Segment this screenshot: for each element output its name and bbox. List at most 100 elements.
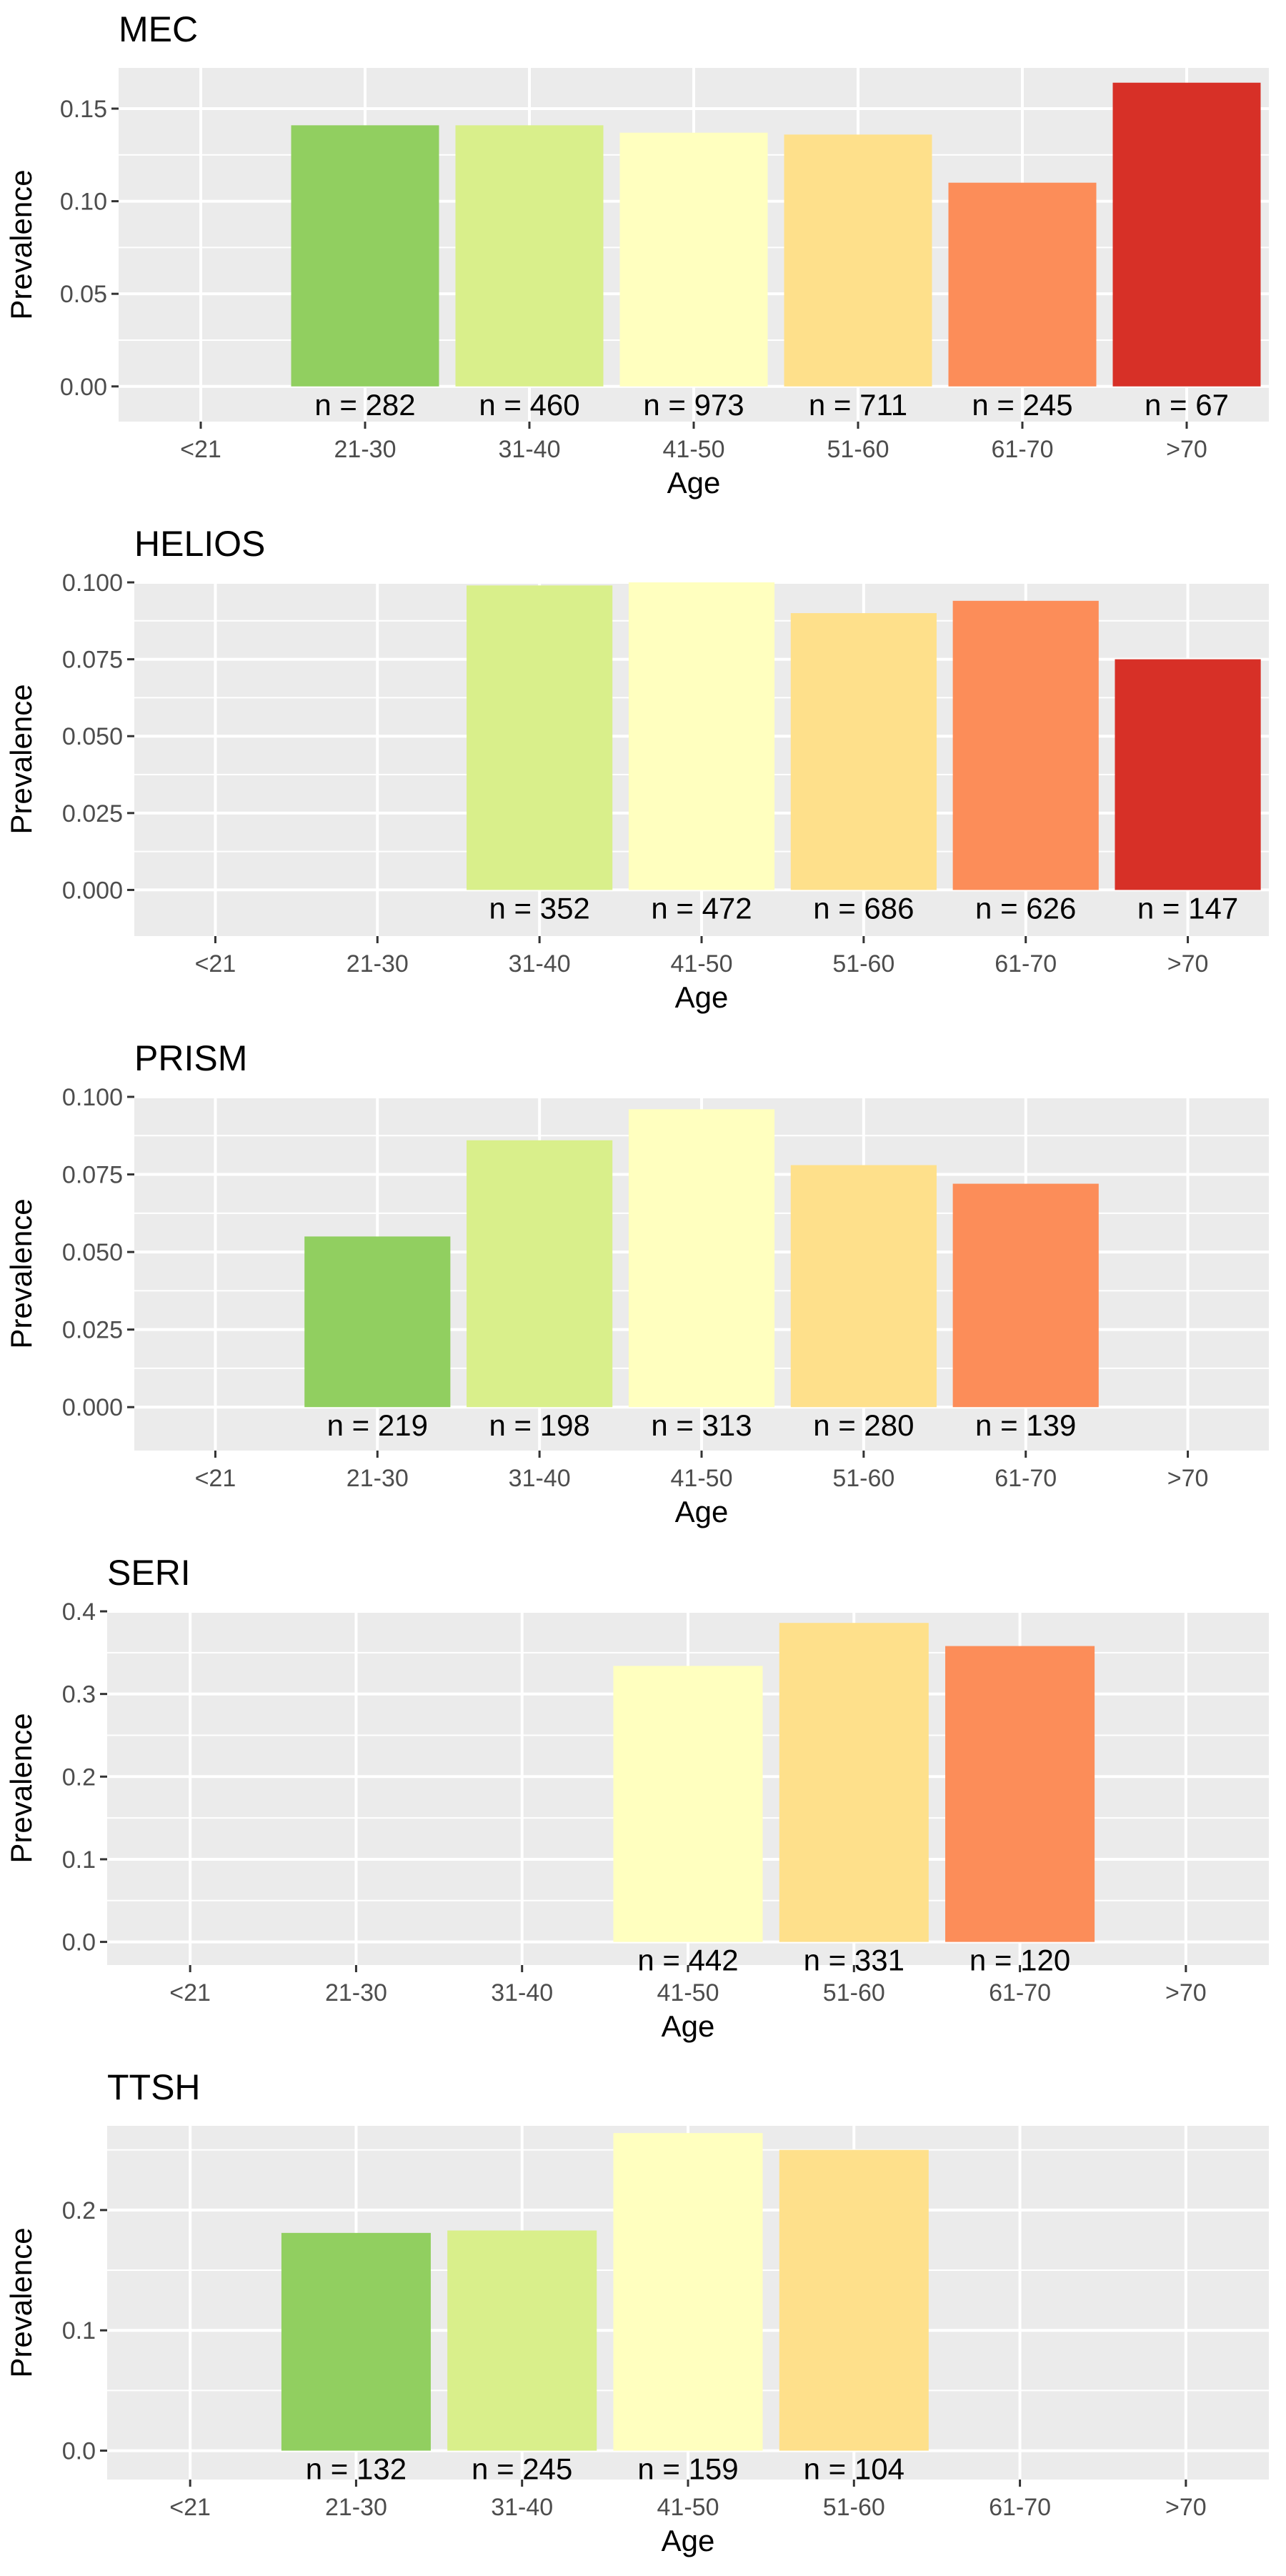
bar->70 bbox=[1115, 659, 1261, 890]
x-tick-label: >70 bbox=[1165, 2494, 1207, 2521]
x-axis-label: Age bbox=[662, 2524, 715, 2557]
x-tick-label: >70 bbox=[1167, 1465, 1209, 1492]
x-tick-label: 31-40 bbox=[509, 950, 571, 978]
bar-31-40 bbox=[447, 2230, 597, 2451]
x-tick-label: 41-50 bbox=[657, 1979, 719, 2006]
y-tick-label: 0.075 bbox=[62, 647, 123, 674]
chart-panel-helios: HELIOS 0.000 0.025 0.050 0.075 0.100 <21 21-30 3… bbox=[4, 524, 1269, 1014]
chart-panel-ttsh: TTSH 0.0 0.1 0.2 <21 21-30 31-40 41-50 51-60 61-7… bbox=[4, 2067, 1269, 2557]
x-tick-label: 51-60 bbox=[827, 436, 889, 463]
n-label: n = 132 bbox=[306, 2452, 407, 2486]
x-axis-label: Age bbox=[675, 1495, 729, 1528]
chart-title: TTSH bbox=[107, 2067, 201, 2107]
bar-51-60 bbox=[779, 2149, 929, 2451]
n-label: n = 472 bbox=[651, 891, 752, 925]
x-tick-label: 21-30 bbox=[325, 2494, 387, 2521]
y-tick-label: 0.0 bbox=[62, 1929, 96, 1956]
x-tick-label: >70 bbox=[1165, 1979, 1207, 2006]
y-tick-label: 0.1 bbox=[62, 2317, 96, 2344]
n-label: n = 120 bbox=[970, 1944, 1070, 1977]
x-tick-label: <21 bbox=[169, 1979, 211, 2006]
y-tick-label: 0.0 bbox=[62, 2438, 96, 2465]
x-axis-label: Age bbox=[662, 2009, 715, 2043]
bar-51-60 bbox=[784, 134, 932, 387]
x-tick-label: 41-50 bbox=[671, 950, 733, 978]
x-tick-label: 61-70 bbox=[992, 436, 1054, 463]
bar-61-70 bbox=[952, 1183, 1099, 1408]
x-tick-label: 21-30 bbox=[347, 1465, 409, 1492]
n-label: n = 352 bbox=[489, 891, 589, 925]
y-tick-label: 0.3 bbox=[62, 1681, 96, 1709]
n-label: n = 104 bbox=[804, 2452, 904, 2486]
x-tick-label: 41-50 bbox=[657, 2494, 719, 2521]
x-tick-label: 61-70 bbox=[995, 1465, 1057, 1492]
y-tick-label: 0.000 bbox=[62, 877, 123, 904]
y-tick-label: 0.2 bbox=[62, 1764, 96, 1791]
x-tick-label: 51-60 bbox=[823, 1979, 885, 2006]
x-tick-label: 41-50 bbox=[671, 1465, 733, 1492]
y-tick-label: 0.1 bbox=[62, 1846, 96, 1874]
chart-title: MEC bbox=[119, 9, 198, 49]
n-label: n = 331 bbox=[804, 1944, 904, 1977]
y-tick-label: 0.000 bbox=[62, 1394, 123, 1421]
y-axis-label: Prevalence bbox=[4, 169, 38, 319]
bar-31-40 bbox=[467, 585, 613, 890]
x-tick-label: 31-40 bbox=[509, 1465, 571, 1492]
y-tick-label: 0.050 bbox=[62, 1239, 123, 1266]
n-label: n = 219 bbox=[327, 1408, 428, 1442]
n-label: n = 626 bbox=[975, 891, 1076, 925]
bar-41-50 bbox=[613, 2133, 763, 2451]
n-label: n = 198 bbox=[489, 1408, 589, 1442]
chart-title: HELIOS bbox=[134, 524, 265, 564]
n-label: n = 313 bbox=[651, 1408, 752, 1442]
y-tick-label: 0.025 bbox=[62, 1317, 123, 1344]
x-tick-label: 61-70 bbox=[989, 1979, 1051, 2006]
x-tick-label: <21 bbox=[180, 436, 221, 463]
bar-61-70 bbox=[952, 600, 1099, 890]
x-tick-label: 21-30 bbox=[325, 1979, 387, 2006]
bar-51-60 bbox=[779, 1623, 929, 1942]
x-tick-label: 21-30 bbox=[347, 950, 409, 978]
chart-title: SERI bbox=[107, 1553, 191, 1593]
y-tick-label: 0.025 bbox=[62, 800, 123, 827]
bar-21-30 bbox=[281, 2232, 431, 2451]
x-tick-label: 21-30 bbox=[334, 436, 397, 463]
x-tick-label: 51-60 bbox=[832, 950, 894, 978]
bar->70 bbox=[1112, 82, 1261, 387]
x-tick-label: <21 bbox=[169, 2494, 211, 2521]
n-label: n = 245 bbox=[472, 2452, 572, 2486]
x-tick-label: >70 bbox=[1166, 436, 1207, 463]
bar-31-40 bbox=[455, 125, 604, 387]
x-tick-label: 31-40 bbox=[499, 436, 561, 463]
y-tick-label: 0.100 bbox=[62, 570, 123, 597]
n-label: n = 147 bbox=[1137, 891, 1238, 925]
x-tick-label: 61-70 bbox=[995, 950, 1057, 978]
y-tick-label: 0.05 bbox=[60, 281, 107, 308]
y-tick-label: 0.100 bbox=[62, 1084, 123, 1111]
y-axis-label: Prevalence bbox=[4, 684, 38, 834]
n-label: n = 280 bbox=[813, 1408, 914, 1442]
y-tick-label: 0.4 bbox=[62, 1598, 96, 1626]
bar-51-60 bbox=[790, 613, 937, 890]
x-tick-label: >70 bbox=[1167, 950, 1209, 978]
x-tick-label: 41-50 bbox=[663, 436, 725, 463]
y-tick-label: 0.050 bbox=[62, 723, 123, 750]
n-label: n = 711 bbox=[809, 388, 907, 422]
x-tick-label: <21 bbox=[195, 950, 236, 978]
y-tick-label: 0.075 bbox=[62, 1162, 123, 1189]
n-label: n = 67 bbox=[1145, 388, 1229, 422]
y-tick-label: 0.10 bbox=[60, 189, 107, 216]
x-tick-label: 31-40 bbox=[491, 1979, 553, 2006]
chart-panel-prism: PRISM 0.000 0.025 0.050 0.075 0.100 <21 21-30 31… bbox=[4, 1038, 1269, 1528]
n-label: n = 442 bbox=[637, 1944, 738, 1977]
bar-61-70 bbox=[948, 182, 1097, 387]
x-axis-label: Age bbox=[667, 466, 721, 499]
y-tick-label: 0.15 bbox=[60, 96, 107, 123]
y-axis-label: Prevalence bbox=[4, 1198, 38, 1348]
y-axis-label: Prevalence bbox=[4, 1713, 38, 1863]
n-label: n = 460 bbox=[479, 388, 579, 422]
n-label: n = 282 bbox=[314, 388, 415, 422]
bar-31-40 bbox=[467, 1140, 613, 1408]
